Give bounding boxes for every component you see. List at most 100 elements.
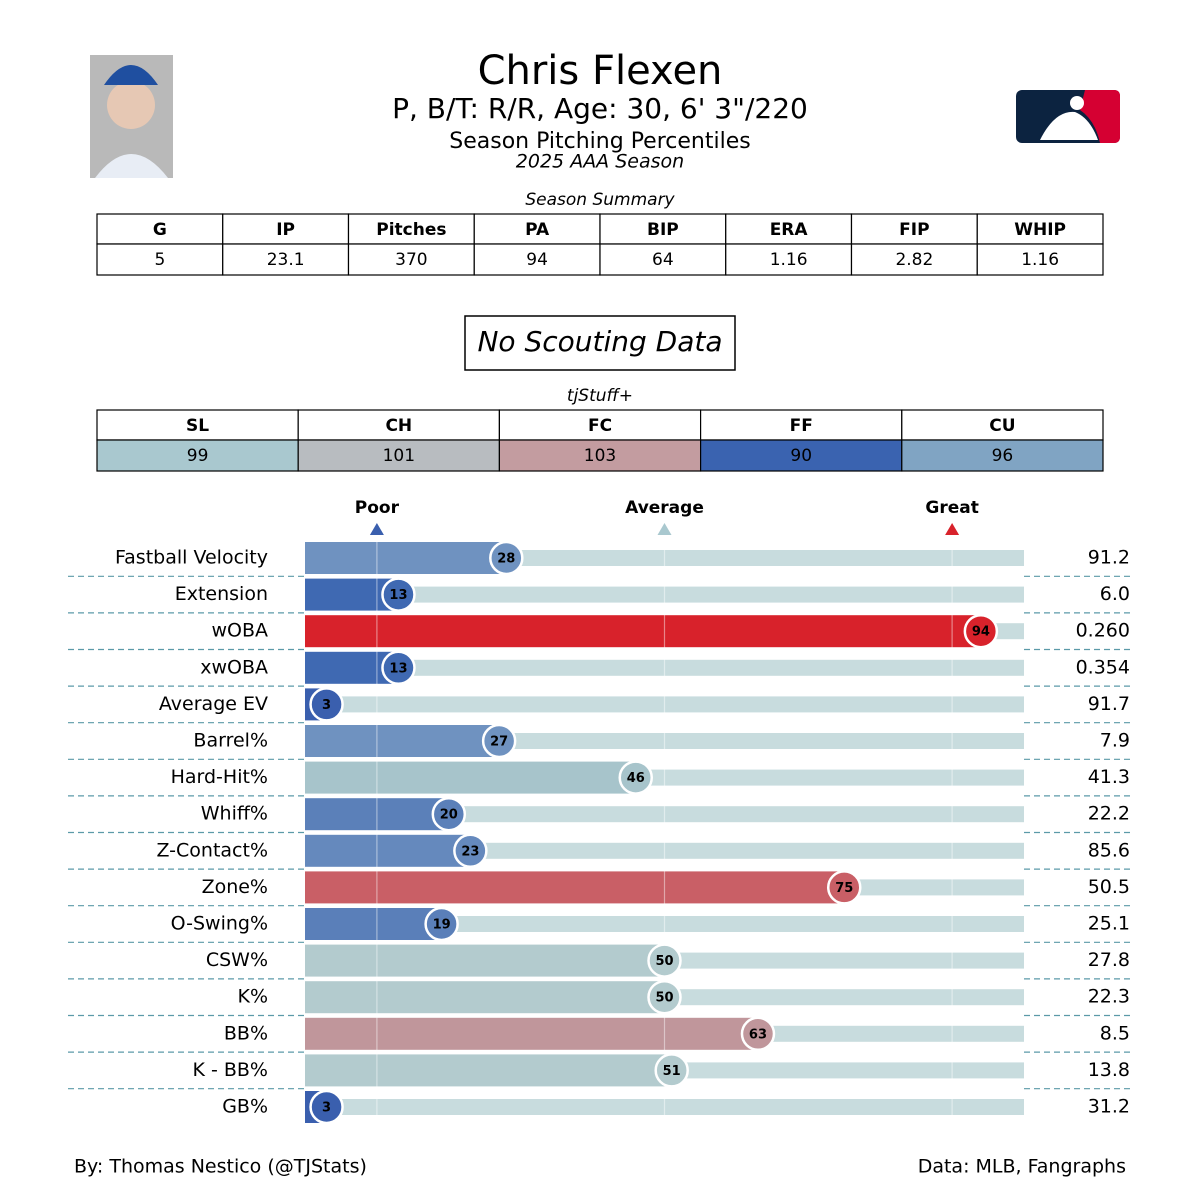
table-header: IP — [276, 220, 295, 240]
logo-red — [1080, 90, 1120, 143]
table-value-cell — [599, 243, 727, 276]
stat-value: 91.2 — [1088, 547, 1130, 569]
bar — [305, 798, 449, 831]
table-header-cell — [222, 213, 350, 245]
value-label: 19 — [433, 918, 451, 933]
category-label: Extension — [175, 583, 268, 605]
value-badge — [453, 833, 488, 869]
category-label: Z-Contact% — [156, 839, 268, 861]
table-value-cell — [473, 243, 601, 276]
x-tick-label: Poor — [355, 498, 400, 518]
tick-marker — [369, 523, 384, 535]
value-badge — [618, 760, 653, 795]
value-badge — [740, 1016, 776, 1052]
value-badge — [481, 723, 517, 759]
table-value: 90 — [790, 446, 812, 466]
table-header: CU — [989, 416, 1015, 436]
x-tick-label: Average — [625, 498, 704, 518]
stat-value: 7.9 — [1100, 730, 1130, 752]
footer-right: Data: MLB, Fangraphs — [918, 1156, 1126, 1178]
table-value-cell — [498, 439, 702, 472]
value-badge — [827, 870, 862, 905]
value-label: 28 — [497, 552, 515, 567]
table-header: ERA — [770, 220, 809, 240]
table-value: 1.16 — [770, 250, 808, 270]
value-label: 3 — [322, 1101, 331, 1116]
bar — [305, 908, 442, 940]
category-label: K - BB% — [192, 1059, 268, 1081]
category-label: wOBA — [211, 620, 268, 642]
category-label: Whiff% — [201, 803, 268, 825]
table-value-cell — [976, 243, 1104, 276]
value-badge — [381, 577, 416, 612]
value-label: 94 — [972, 625, 990, 640]
stat-value: 8.5 — [1100, 1022, 1130, 1044]
table-value: 96 — [992, 446, 1014, 466]
track — [305, 806, 1024, 823]
bar — [305, 1017, 758, 1050]
table-value-cell — [96, 243, 224, 276]
category-label: Zone% — [202, 876, 268, 898]
table-header: Pitches — [376, 220, 446, 240]
scouting-box — [464, 315, 736, 371]
bar — [305, 1054, 672, 1087]
stat-value: 85.6 — [1088, 839, 1130, 861]
stat-value: 50.5 — [1088, 876, 1130, 898]
value-badge — [381, 650, 416, 686]
category-label: Barrel% — [193, 730, 268, 752]
summary-title: Season Summary — [525, 190, 675, 210]
table-header: BIP — [647, 220, 679, 240]
category-label: O-Swing% — [171, 913, 268, 935]
value-badge — [654, 1053, 689, 1088]
table-header: FF — [790, 416, 813, 436]
bar — [305, 542, 507, 574]
table-value: 94 — [526, 250, 548, 270]
table-header: CH — [385, 416, 412, 436]
value-badge — [647, 943, 682, 978]
category-label: K% — [237, 986, 268, 1008]
track — [305, 586, 1024, 603]
x-tick-label: Great — [925, 498, 978, 518]
value-label: 50 — [655, 991, 673, 1006]
table-header-cell — [599, 213, 727, 245]
stat-value: 25.1 — [1088, 913, 1130, 935]
value-badge — [963, 613, 999, 649]
table-header-cell — [498, 409, 702, 441]
tjstuff-title: tjStuff+ — [567, 386, 633, 406]
category-label: BB% — [224, 1022, 268, 1044]
value-label: 27 — [490, 735, 508, 750]
table-value: 1.16 — [1021, 250, 1059, 270]
table-value-cell — [901, 439, 1104, 472]
table-header-cell — [725, 213, 853, 245]
subtitle: Season Pitching Percentiles — [449, 129, 750, 154]
stat-value: 41.3 — [1088, 766, 1130, 788]
bar — [305, 725, 500, 757]
player-photo-jersey — [95, 154, 168, 178]
value-label: 75 — [835, 881, 853, 896]
track — [305, 696, 1024, 713]
stat-value: 27.8 — [1088, 949, 1130, 971]
season: 2025 AAA Season — [516, 151, 684, 173]
table-value: 370 — [395, 250, 427, 270]
table-header: WHIP — [1014, 220, 1066, 240]
player-photo-cap — [104, 65, 158, 85]
table-header: G — [153, 220, 167, 240]
table-header-cell — [347, 213, 475, 245]
track — [305, 659, 1024, 676]
table-value: 64 — [652, 250, 674, 270]
player-name: Chris Flexen — [478, 48, 723, 94]
scouting-text: No Scouting Data — [477, 325, 722, 358]
table-header-cell — [297, 409, 501, 441]
table-value-cell — [222, 243, 350, 276]
table-value: 101 — [383, 446, 415, 466]
bar — [305, 615, 981, 648]
stat-value: 31.2 — [1088, 1096, 1130, 1118]
stat-value: 91.7 — [1088, 693, 1130, 715]
value-label: 23 — [461, 844, 479, 859]
logo-body — [1040, 111, 1098, 140]
tick-marker — [945, 523, 960, 535]
value-label: 51 — [663, 1064, 681, 1079]
stat-value: 22.2 — [1088, 803, 1130, 825]
stat-value: 6.0 — [1100, 583, 1130, 605]
table-header-cell — [901, 409, 1104, 441]
